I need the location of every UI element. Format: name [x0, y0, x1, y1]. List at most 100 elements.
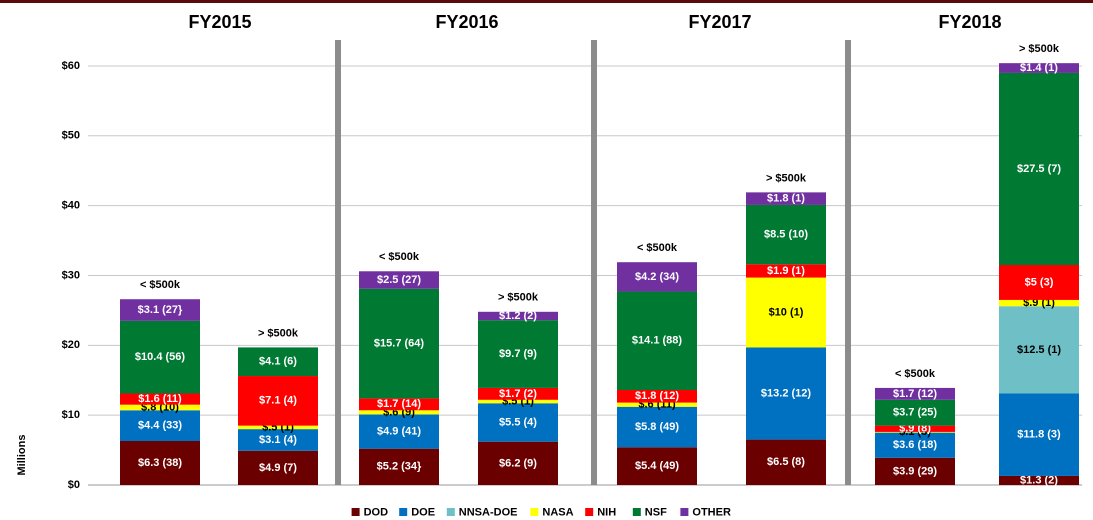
bar-category-label: < $500k: [895, 368, 936, 380]
bar-segment: [999, 63, 1079, 73]
bar-segment: [120, 441, 200, 485]
data-label: $6.3 (38): [138, 457, 182, 469]
bar-segment: [746, 277, 826, 348]
data-label: $3.7 (25): [893, 407, 937, 419]
data-label: $1.6 (11): [138, 393, 182, 405]
bar-segment: [120, 320, 200, 394]
legend-swatch: [680, 508, 689, 516]
bar-category-label: > $500k: [258, 327, 299, 339]
y-tick-label: $60: [62, 60, 80, 72]
data-label: $1.7 (14): [377, 398, 421, 410]
group-title: FY2018: [938, 12, 1001, 32]
bar-segment: [875, 399, 955, 426]
y-tick-label: $50: [62, 130, 80, 142]
bar-category-label: > $500k: [498, 292, 539, 304]
top-strip: [0, 0, 1093, 3]
data-label: $6.2 (9): [499, 457, 537, 469]
legend-swatch: [530, 508, 539, 516]
bar-category-label: < $500k: [379, 251, 420, 263]
bar-segment: [617, 447, 697, 485]
data-label: $1.8 (1): [767, 193, 805, 205]
data-label: $1.7 (12): [893, 388, 937, 400]
legend-swatch: [446, 508, 455, 516]
data-label: $13.2 (12): [761, 387, 811, 399]
bar-segment: [238, 376, 318, 426]
group-title: FY2015: [188, 12, 251, 32]
bar-category-label: > $500k: [1019, 43, 1060, 55]
data-label: $4.2 (34): [635, 271, 679, 283]
data-label: $10 (1): [769, 306, 804, 318]
data-label: $1.9 (1): [767, 265, 805, 277]
data-label: $1.2 (2): [499, 310, 537, 322]
bar-segment: [478, 387, 558, 400]
bar-segment: [617, 402, 697, 407]
data-label: $5.8 (49): [635, 421, 679, 433]
data-label: $9.7 (9): [499, 348, 537, 360]
legend-label: DOD: [364, 506, 389, 518]
bar-segment: [617, 390, 697, 403]
y-tick-label: $0: [68, 479, 80, 491]
bar-segment: [999, 306, 1079, 394]
bar-segment: [617, 262, 697, 292]
bar-segment: [238, 425, 318, 430]
y-axis-label: Millions: [16, 435, 28, 476]
data-label: $12.5 (1): [1017, 344, 1061, 356]
bar-segment: [875, 432, 955, 458]
data-label: $11.8 (3): [1017, 429, 1061, 441]
bar-segment: [999, 299, 1079, 307]
data-label: $4.9 (41): [377, 425, 421, 437]
bar-category-label: < $500k: [140, 279, 181, 291]
legend-label: NIH: [597, 506, 616, 518]
legend-label: DOE: [411, 506, 435, 518]
bar-segment: [238, 450, 318, 485]
legend-swatch: [351, 508, 360, 516]
data-label: $.9 (8): [899, 423, 931, 435]
bar-segment: [359, 398, 439, 411]
data-label: $15.7 (64): [374, 337, 424, 349]
bar-segment: [120, 393, 200, 405]
data-label: $6.5 (8): [767, 456, 805, 468]
data-label: $1.7 (2): [499, 388, 537, 400]
bar-segment: [746, 204, 826, 265]
data-label: $2.5 (27): [377, 274, 421, 286]
bar-segment: [746, 439, 826, 485]
legend-label: NNSA-DOE: [459, 506, 518, 518]
y-tick-label: $20: [62, 339, 80, 351]
bar-segment: [238, 429, 318, 451]
bar-segment: [359, 414, 439, 449]
bar-segment: [746, 264, 826, 278]
data-label: $4.1 (6): [259, 356, 297, 368]
bar-segment: [478, 311, 558, 321]
bar-segment: [875, 387, 955, 400]
bar-category-label: < $500k: [637, 242, 678, 254]
legend-label: NSF: [645, 506, 667, 518]
data-label: $27.5 (7): [1017, 163, 1061, 175]
bar-segment: [359, 410, 439, 415]
y-tick-label: $40: [62, 200, 80, 212]
bar-segment: [120, 299, 200, 321]
bar-category-label: > $500k: [766, 172, 807, 184]
bar-segment: [120, 410, 200, 441]
data-label: $.9 (1): [1023, 297, 1055, 309]
bar-segment: [999, 265, 1079, 300]
bar-segment: [359, 288, 439, 399]
data-label: $8.5 (10): [764, 229, 808, 241]
bar-segment: [875, 457, 955, 485]
legend-swatch: [632, 508, 641, 516]
bar-segment: [999, 72, 1079, 265]
bar-segment: [478, 441, 558, 485]
bar-segment: [359, 271, 439, 289]
y-tick-label: $30: [62, 269, 80, 281]
data-label: $3.1 (4): [259, 434, 297, 446]
group-title: FY2017: [688, 12, 751, 32]
bar-segment: [617, 291, 697, 391]
data-label: $5.4 (49): [635, 460, 679, 472]
bar-segment: [478, 403, 558, 442]
data-label: $7.1 (4): [259, 395, 297, 407]
data-label: $3.6 (18): [893, 439, 937, 451]
bar-segment: [746, 347, 826, 440]
data-label: $1.8 (12): [635, 390, 679, 402]
group-title: FY2016: [435, 12, 498, 32]
data-label: $3.9 (29): [893, 465, 937, 477]
bar-segment: [875, 425, 955, 432]
